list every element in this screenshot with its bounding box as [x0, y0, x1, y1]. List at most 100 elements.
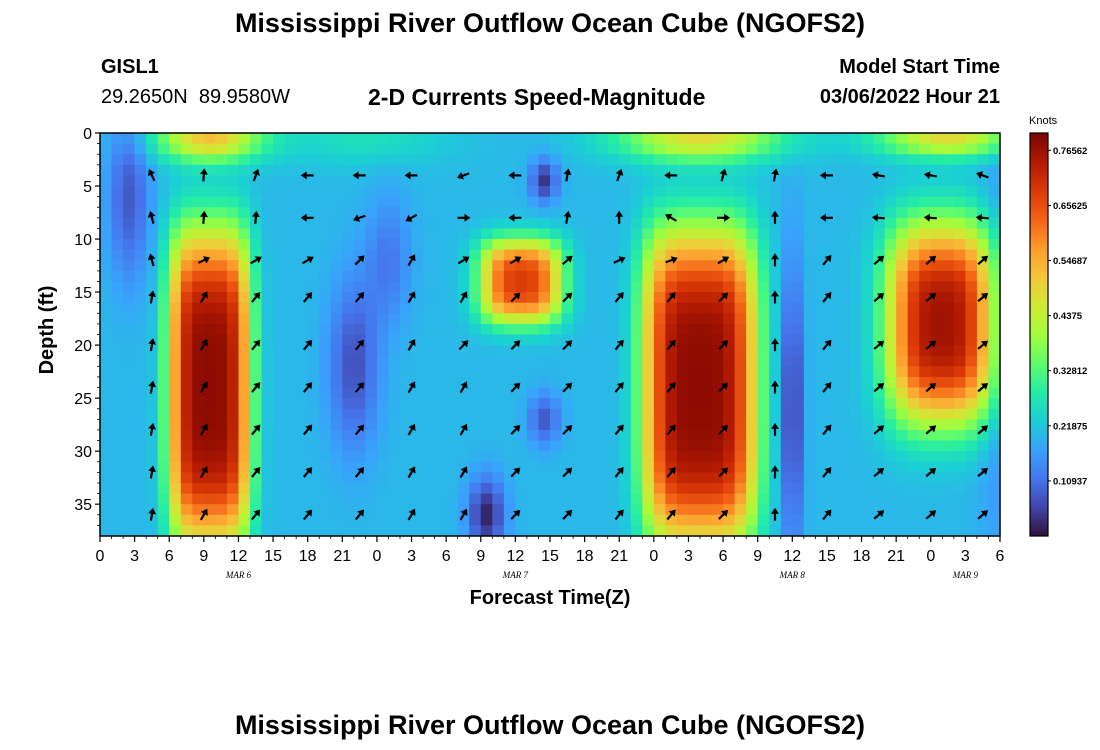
heatmap-cell: [342, 334, 355, 346]
heatmap-cell: [976, 260, 990, 272]
heatmap-cell: [250, 408, 263, 420]
heatmap-cell: [157, 270, 170, 283]
heatmap-cell: [330, 376, 343, 389]
heatmap-cell: [711, 398, 724, 410]
heatmap-cell: [896, 366, 909, 378]
heatmap-cell: [215, 292, 228, 304]
heatmap-cell: [376, 504, 390, 516]
heatmap-cell: [215, 323, 228, 336]
heatmap-cell: [850, 514, 863, 526]
heatmap-cell: [238, 175, 251, 187]
heatmap-cell: [411, 440, 424, 452]
heatmap-cell: [607, 186, 620, 198]
heatmap-cell: [203, 143, 216, 155]
current-arrow: [354, 382, 365, 393]
heatmap-cell: [307, 249, 320, 261]
heatmap-cell: [157, 419, 170, 431]
heatmap-cell: [238, 376, 251, 389]
heatmap-cell: [596, 175, 609, 187]
heatmap-cell: [930, 292, 943, 304]
heatmap-cell: [365, 239, 378, 251]
heatmap-cell: [550, 419, 563, 431]
heatmap-cell: [826, 376, 840, 389]
heatmap-cell: [169, 493, 182, 505]
heatmap-cell: [688, 525, 701, 536]
heatmap-cell: [734, 514, 747, 526]
heatmap-cell: [930, 493, 943, 505]
heatmap-cell: [261, 249, 274, 261]
heatmap-cell: [919, 302, 932, 314]
heatmap-cell: [123, 292, 136, 304]
heatmap-cell: [884, 313, 897, 325]
current-arrow: [147, 169, 156, 182]
heatmap-cell: [907, 186, 920, 198]
heatmap-cell: [180, 186, 193, 198]
heatmap-cell: [169, 472, 182, 484]
heatmap-cell: [861, 260, 874, 272]
heatmap-cell: [607, 398, 620, 410]
heatmap-cell: [342, 281, 355, 293]
heatmap-cell: [550, 334, 563, 346]
heatmap-cell: [550, 472, 563, 484]
heatmap-cell: [376, 196, 390, 208]
heatmap-cell: [815, 408, 828, 420]
heatmap-cell: [711, 376, 724, 389]
heatmap-cell: [226, 323, 240, 336]
heatmap-cell: [376, 461, 390, 473]
heatmap-cell: [676, 164, 690, 177]
heatmap-cell: [157, 281, 170, 293]
heatmap-cell: [457, 186, 470, 198]
heatmap-cell: [192, 472, 205, 484]
heatmap-cell: [746, 154, 759, 166]
heatmap-cell: [261, 504, 274, 516]
heatmap-cell: [192, 313, 205, 325]
heatmap-cell: [850, 504, 863, 516]
heatmap-cell: [665, 133, 678, 145]
heatmap-cell: [988, 514, 1000, 526]
heatmap-cell: [388, 355, 401, 367]
heatmap-cell: [757, 376, 770, 389]
heatmap-cell: [919, 186, 932, 198]
heatmap-cell: [480, 186, 493, 198]
heatmap-cell: [157, 196, 170, 208]
heatmap-cell: [688, 143, 701, 155]
heatmap-cell: [953, 186, 966, 198]
heatmap-cell: [492, 429, 505, 442]
current-arrow: [352, 171, 366, 180]
heatmap-cell: [319, 472, 332, 484]
heatmap-cell: [607, 419, 620, 431]
heatmap-cell: [815, 196, 828, 208]
heatmap-cell: [515, 302, 528, 314]
heatmap-cell: [596, 323, 609, 336]
heatmap-cell: [400, 196, 413, 208]
heatmap-cell: [838, 334, 851, 346]
heatmap-cell: [642, 334, 655, 346]
heatmap-cell: [988, 334, 1000, 346]
heatmap-cell: [376, 292, 390, 304]
heatmap-cell: [953, 366, 966, 378]
heatmap-cell: [169, 164, 182, 177]
heatmap-cell: [284, 345, 297, 357]
heatmap-cell: [861, 133, 874, 145]
heatmap-cell: [665, 313, 678, 325]
current-arrow: [771, 422, 779, 436]
heatmap-cell: [838, 345, 851, 357]
heatmap-cell: [480, 451, 493, 463]
heatmap-cell: [930, 207, 943, 219]
heatmap-cell: [526, 408, 540, 420]
heatmap-cell: [907, 302, 920, 314]
current-arrow: [407, 381, 416, 394]
heatmap-cell: [480, 133, 493, 145]
heatmap-cell: [711, 482, 724, 495]
heatmap-cell: [550, 249, 563, 261]
heatmap-cell: [711, 408, 724, 420]
heatmap-cell: [238, 281, 251, 293]
heatmap-cell: [157, 355, 170, 367]
heatmap-cell: [330, 451, 343, 463]
heatmap-cell: [976, 440, 990, 452]
heatmap-cell: [757, 217, 770, 230]
heatmap-cell: [319, 366, 332, 378]
heatmap-cell: [123, 196, 136, 208]
heatmap-cell: [838, 482, 851, 495]
heatmap-cell: [746, 440, 759, 452]
